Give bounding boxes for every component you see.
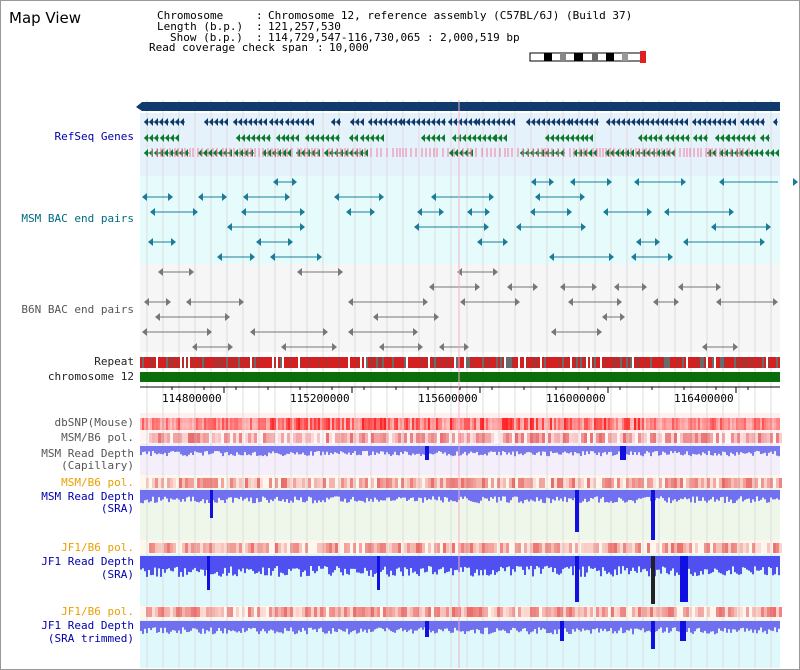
label-jf1-depth-sra[interactable]: JF1 Read Depth [41, 555, 134, 568]
chromosome-value: Chromosome 12, reference assembly (C57BL… [268, 9, 633, 22]
label-repeat[interactable]: Repeat [94, 355, 134, 368]
length-label: Length (b.p.) [157, 20, 244, 33]
label-jf1-pol-1[interactable]: JF1/B6 pol. [61, 541, 134, 554]
page-title: Map View [9, 9, 82, 27]
label-jf1-pol-2[interactable]: JF1/B6 pol. [61, 605, 134, 618]
label-refseq[interactable]: RefSeq Genes [54, 130, 134, 143]
show-label: Show (b.p.) [170, 31, 243, 44]
axis-tick-2: 115200000 [290, 392, 350, 405]
label-msm-pol-1[interactable]: MSM/B6 pol. [61, 431, 134, 444]
label-jf1-depth-sra-sub: (SRA) [100, 568, 134, 581]
axis-tick-3: 115600000 [418, 392, 478, 405]
region-bar[interactable] [136, 102, 780, 111]
dbsnp-track[interactable] [140, 418, 780, 430]
label-dbsnp[interactable]: dbSNP(Mouse) [54, 416, 134, 429]
span-label: Read coverage check span [149, 41, 308, 54]
axis-ticks [171, 387, 749, 393]
label-chromosome[interactable]: chromosome 12 [47, 370, 134, 383]
label-b6n-bac[interactable]: B6N BAC end pairs [21, 303, 134, 316]
label-msm-depth-cap[interactable]: MSM Read Depth [41, 447, 134, 460]
axis-tick-4: 116000000 [546, 392, 606, 405]
label-jf1-depth-trim-sub: (SRA trimmed) [47, 632, 134, 645]
chromosome-ideogram[interactable] [529, 51, 646, 63]
label-msm-depth-cap-sub: (Capillary) [61, 459, 134, 472]
chromosome-bar[interactable] [140, 372, 780, 382]
msm-bac-track[interactable] [142, 178, 798, 261]
label-msm-pol-2[interactable]: MSM/B6 pol. [61, 476, 134, 489]
label-msm-bac[interactable]: MSM BAC end pairs [21, 212, 134, 225]
repeat-track[interactable] [140, 357, 780, 368]
length-value: 121,257,530 [268, 20, 341, 33]
refseq-genes-track[interactable] [144, 118, 779, 157]
b6n-bac-track[interactable] [142, 268, 778, 351]
show-value: 114,729,547-116,730,065 : 2,000,519 bp [268, 31, 520, 44]
span-value: 10,000 [329, 41, 369, 54]
label-msm-depth-sra[interactable]: MSM Read Depth [41, 490, 134, 503]
axis-tick-5: 116400000 [674, 392, 734, 405]
label-msm-depth-sra-sub: (SRA) [100, 502, 134, 515]
chromosome-label: Chromosome [157, 9, 224, 22]
axis-tick-1: 114800000 [162, 392, 222, 405]
label-jf1-depth-trim[interactable]: JF1 Read Depth [41, 619, 134, 632]
polymorphism-tracks[interactable] [146, 433, 782, 617]
read-depth-tracks[interactable] [140, 446, 780, 649]
